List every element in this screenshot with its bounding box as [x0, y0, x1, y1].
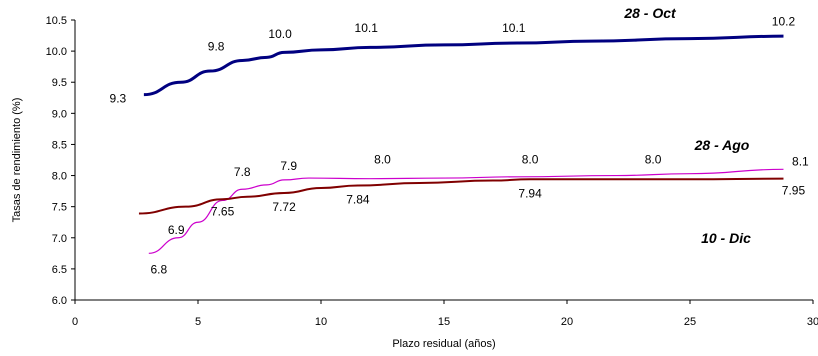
x-tick-label: 10 — [315, 316, 327, 328]
y-axis-title: Tasas de rendimiento (%) — [11, 98, 23, 223]
series-line-ago — [148, 168, 784, 254]
y-ticks: 6.0 6.5 7.0 7.5 8.0 8.5 9.0 9.5 10.0 10.5 — [46, 15, 75, 307]
x-tick-label: 0 — [72, 316, 78, 328]
y-tick-label: 8.0 — [52, 171, 67, 183]
data-label-oct: 10.0 — [268, 27, 292, 41]
data-label-oct: 9.3 — [110, 92, 127, 106]
data-label-ago: 8.0 — [522, 153, 539, 167]
data-labels: 9.3 9.8 10.0 10.1 10.1 10.2 6.8 6.9 7.8 7.9 8.0 8.0… — [110, 15, 810, 277]
data-label-ago: 6.9 — [168, 223, 185, 237]
y-tick-label: 8.5 — [52, 139, 67, 151]
x-ticks: 0 5 10 15 20 25 30 — [72, 300, 818, 328]
y-tick-label: 6.0 — [52, 295, 67, 307]
y-tick-label: 10.5 — [46, 15, 67, 27]
plot-area: 0 5 10 15 20 25 30 6.0 6.5 7.0 7.5 8.0 8.5 9.0 9.5 10.… — [46, 15, 818, 328]
y-tick-label: 10.0 — [46, 46, 67, 58]
data-label-dic: 7.72 — [272, 200, 296, 214]
series-label-dic: 10 - Dic — [701, 230, 751, 246]
x-tick-label: 30 — [807, 316, 818, 328]
y-tick-label: 9.5 — [52, 77, 67, 89]
y-tick-label: 9.0 — [52, 108, 67, 120]
data-label-ago: 8.0 — [374, 153, 391, 167]
data-label-dic: 7.94 — [518, 186, 542, 200]
y-tick-label: 7.5 — [52, 202, 67, 214]
data-label-dic: 7.65 — [211, 204, 235, 218]
x-tick-label: 5 — [195, 316, 201, 328]
x-tick-label: 20 — [561, 316, 573, 328]
data-label-oct: 10.1 — [502, 21, 526, 35]
data-label-ago: 7.8 — [234, 165, 251, 179]
series-label-oct: 28 - Oct — [623, 5, 677, 21]
x-tick-label: 25 — [684, 316, 696, 328]
data-label-ago: 7.9 — [280, 159, 297, 173]
y-tick-label: 7.0 — [52, 233, 67, 245]
data-label-oct: 10.1 — [355, 21, 379, 35]
data-label-ago: 8.1 — [792, 154, 809, 168]
data-label-ago: 6.8 — [150, 262, 167, 276]
x-axis-title: Plazo residual (años) — [392, 338, 495, 350]
y-tick-label: 6.5 — [52, 264, 67, 276]
series-label-ago: 28 - Ago — [694, 137, 750, 153]
data-label-oct: 10.2 — [772, 15, 796, 29]
series-line-oct — [143, 34, 784, 97]
data-label-dic: 7.84 — [346, 193, 370, 207]
x-tick-label: 15 — [438, 316, 450, 328]
series-lines — [138, 34, 784, 254]
series-line-dic — [138, 177, 784, 215]
data-label-oct: 9.8 — [208, 40, 225, 54]
data-label-ago: 8.0 — [645, 153, 662, 167]
data-label-dic: 7.95 — [782, 184, 806, 198]
